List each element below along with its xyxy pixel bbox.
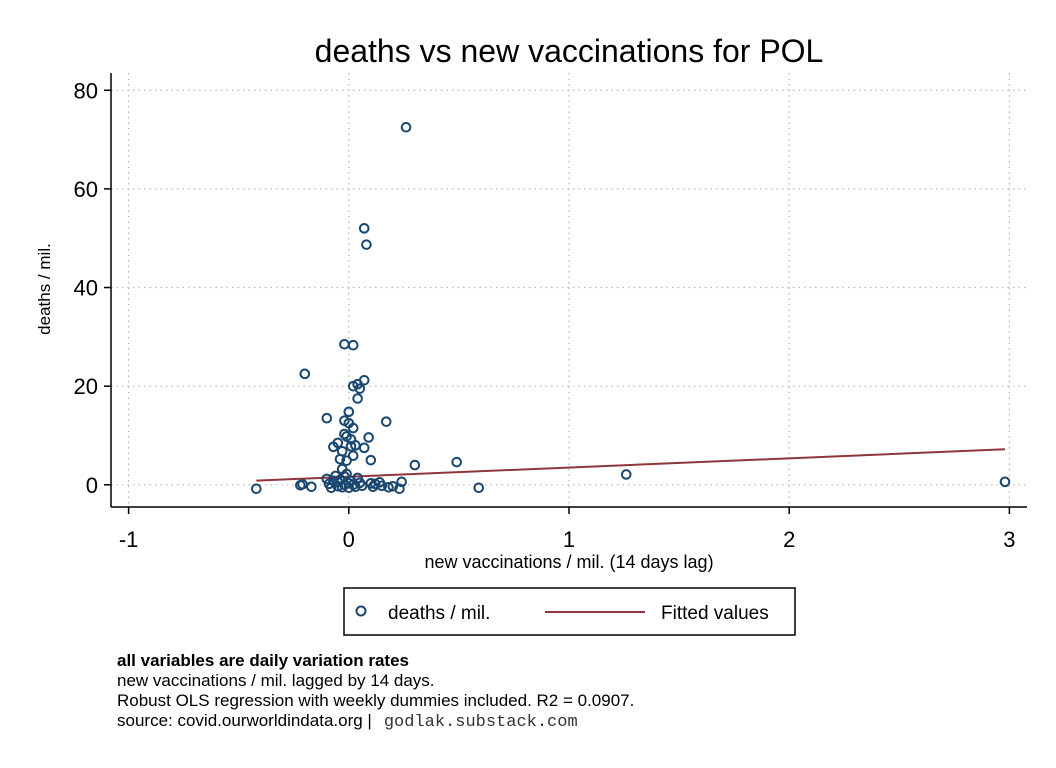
y-axis-label: deaths / mil. [35,243,54,335]
scatter-point [365,454,377,466]
source-text: source: covid.ourworldindata.org | [117,711,372,730]
legend: deaths / mil. Fitted values [343,587,796,636]
scatter-point [394,483,405,495]
scatter-point [321,473,333,485]
scatter-point [321,412,333,424]
scatter-point [332,480,344,492]
scatter-point [345,441,357,452]
scatter-point [251,483,262,495]
scatter-point [343,406,355,418]
y-tick-label: 0 [86,473,98,498]
y-tick-label: 80 [74,78,98,103]
scatter-point [396,476,407,488]
chart-notes: all variables are daily variation rates … [117,651,634,733]
axes [104,73,1027,514]
x-tick-label: 2 [783,527,795,552]
scatter-point [347,422,359,434]
scatter-point [332,437,344,449]
scatter-point [380,416,392,427]
chart-title: deaths vs new vaccinations for POL [315,33,824,69]
scatter-point [358,374,370,386]
fitted-line [256,448,1006,482]
x-tick-label: 0 [343,527,355,552]
scatter-point [451,456,463,468]
scatter-point [358,223,370,234]
scatter-point [999,476,1011,488]
note-line-4: source: covid.ourworldindata.org | godlak… [117,711,634,733]
y-tick-label: 60 [74,177,98,202]
note-line-3: Robust OLS regression with weekly dummie… [117,691,635,710]
scatter-point [363,432,374,443]
scatter-point [620,469,632,480]
scatter-point [347,339,359,351]
substack-link[interactable]: godlak.substack.com [383,713,578,732]
x-axis-label: new vaccinations / mil. (14 days lag) [424,552,713,572]
tick-labels: 0 20 40 60 80 -1 0 1 2 3 [74,78,1016,552]
scatter-point [387,480,399,492]
scatter-point [354,383,366,394]
scatter-point [383,481,394,493]
legend-label-scatter: deaths / mil. [388,603,490,624]
scatter-point [358,442,370,454]
scatter-point [352,393,363,404]
scatter-point [347,450,359,462]
legend-label-line: Fitted values [661,603,769,624]
x-tick-label: 1 [563,527,575,552]
note-line-1: all variables are daily variation rates [117,651,409,670]
scatter-point [352,472,363,484]
scatter-point [400,121,412,133]
scatter-point [339,428,350,440]
y-tick-label: 20 [74,374,98,399]
scatter-point [361,239,372,250]
scatter-point [299,368,311,380]
scatter-series [251,121,1011,495]
scatter-point [341,455,352,466]
x-tick-label: -1 [119,527,139,552]
note-line-2: new vaccinations / mil. lagged by 14 day… [117,671,435,690]
scatter-point [473,482,485,494]
y-tick-label: 40 [74,276,98,301]
fitted-line-series [256,448,1006,482]
scatter-point [336,445,348,457]
scatter-point [409,459,421,471]
scatter-point [306,481,317,493]
x-tick-label: 3 [1003,527,1015,552]
grid [111,73,1027,507]
scatter-point [325,482,337,494]
scatter-point [376,480,388,492]
legend-marker-scatter [355,605,367,617]
